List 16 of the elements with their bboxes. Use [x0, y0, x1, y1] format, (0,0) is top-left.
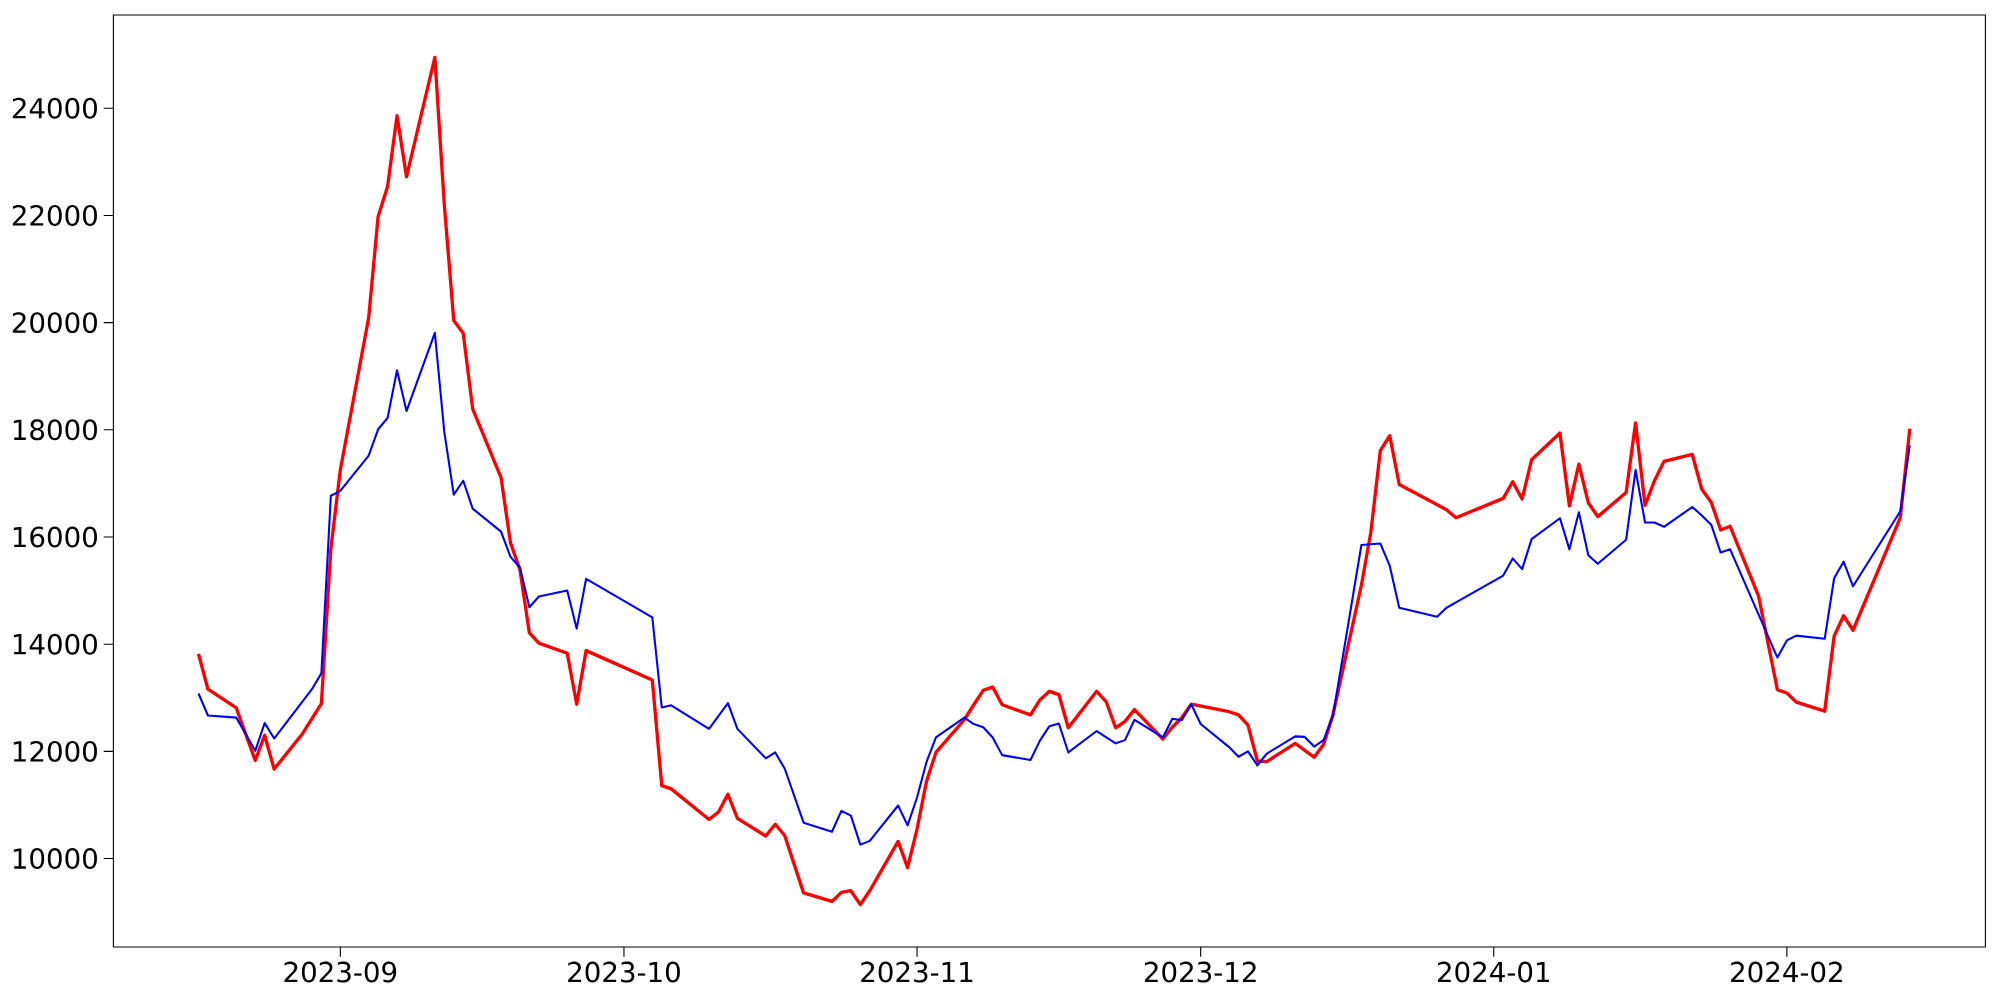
- y-tick-label: 12000: [13, 740, 97, 762]
- x-tick-label: 2024-01: [1437, 961, 1550, 983]
- line-series: [196, 55, 1912, 907]
- x-tick-label: 2023-09: [284, 961, 397, 983]
- line-series: [197, 331, 1911, 846]
- y-tick-label: 18000: [13, 419, 97, 441]
- x-tick-label: 2023-12: [1144, 961, 1256, 983]
- x-tick-label: 2023-10: [568, 961, 680, 983]
- y-tick-label: 20000: [12, 312, 97, 334]
- x-tick-label: 2024-02: [1731, 961, 1842, 983]
- y-tick-label: 22000: [12, 204, 97, 226]
- y-tick-label: 14000: [13, 633, 97, 655]
- y-tick-label: 16000: [13, 526, 97, 548]
- y-tick-label: 24000: [12, 97, 97, 119]
- y-tick-label: 10000: [13, 848, 97, 870]
- x-tick-label: 2023-11: [861, 961, 973, 983]
